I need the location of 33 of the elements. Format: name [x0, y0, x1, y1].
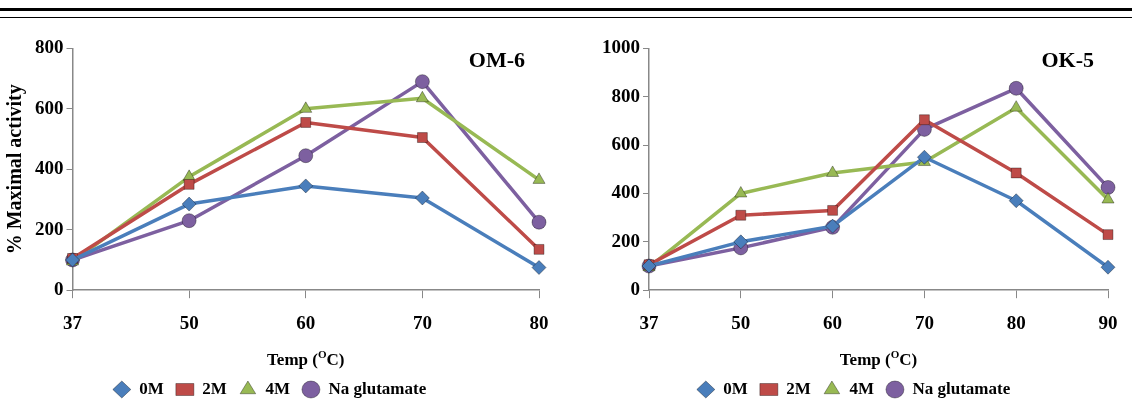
x-tick-label: 80: [1006, 311, 1026, 333]
chart-title: OK-5: [1041, 47, 1094, 73]
y-tick-label: 0: [630, 278, 640, 300]
y-tick-label: 200: [611, 229, 640, 251]
x-tick-label: 60: [296, 311, 316, 333]
x-tick-label: 70: [914, 311, 934, 333]
x-tick-label: 37: [639, 311, 659, 333]
x-tick-label: 70: [412, 311, 432, 333]
y-tick-label: 200: [35, 217, 64, 239]
legend-label: 0M: [723, 378, 748, 398]
y-axis-title: % Maximal activity: [3, 84, 27, 255]
y-tick-label: 400: [611, 181, 640, 203]
x-tick-label: 60: [823, 311, 843, 333]
x-tick-label: 50: [179, 311, 199, 333]
chart-title: OM-6: [468, 47, 525, 73]
y-tick-label: 800: [611, 84, 640, 106]
legend-label: Na glutamate: [328, 378, 427, 398]
y-tick-label: 800: [35, 36, 64, 58]
x-tick-label: 37: [63, 311, 83, 333]
y-tick-label: 0: [54, 278, 64, 300]
x-tick-label: 50: [731, 311, 751, 333]
legend-label: 2M: [202, 378, 227, 398]
y-tick-label: 1000: [602, 36, 640, 58]
x-tick-label: 90: [1098, 311, 1118, 333]
y-tick-label: 400: [35, 157, 64, 179]
legend-label: Na glutamate: [912, 378, 1011, 398]
x-tick-label: 80: [529, 311, 549, 333]
y-tick-label: 600: [611, 133, 640, 155]
legend-label: 4M: [265, 378, 290, 398]
legend-label: 0M: [139, 378, 164, 398]
y-tick-label: 600: [35, 96, 64, 118]
legend-label: 2M: [786, 378, 811, 398]
legend-label: 4M: [849, 378, 874, 398]
